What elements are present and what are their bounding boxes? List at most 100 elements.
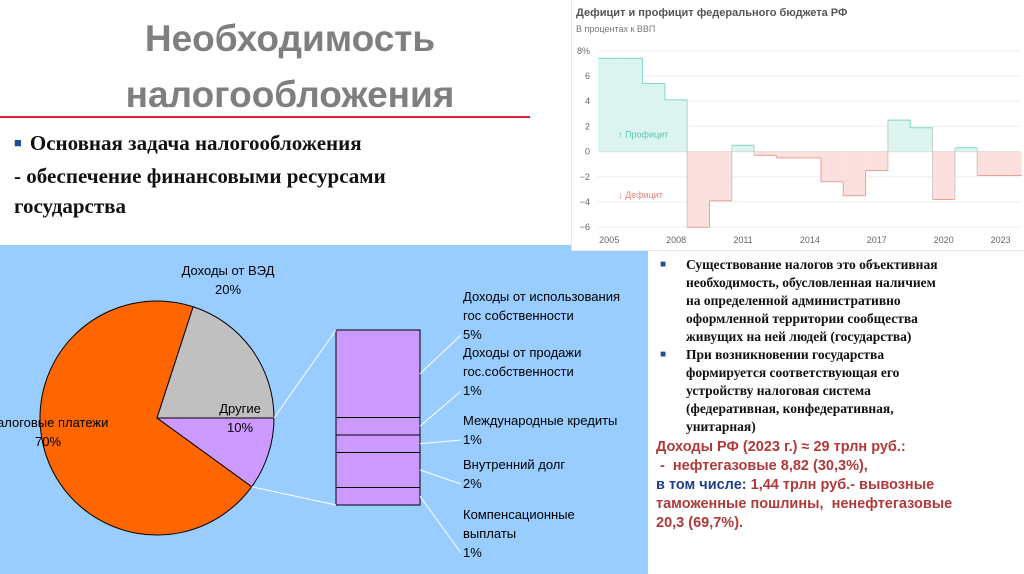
breakdown-label-4-1: выплаты — [463, 526, 516, 541]
breakdown-label-1-0: Доходы от продажи — [463, 345, 581, 360]
pie-label-2: Другие — [219, 401, 261, 416]
breakdown-leader-1 — [419, 390, 462, 427]
pie-value-2: 10% — [227, 420, 253, 435]
bullet-2-line-4: (федеративная, конфедеративная, — [686, 401, 894, 416]
breakdown-value-3: 2% — [463, 476, 482, 491]
revenue-line-3a: в том числе: — [656, 477, 751, 493]
breakdown-value-1: 1% — [463, 383, 482, 398]
budget-bar-2019 — [910, 127, 933, 152]
breakdown-leader-4 — [419, 496, 462, 554]
budget-bar-2017 — [865, 151, 888, 171]
y-tick-label-1: 6 — [585, 71, 590, 81]
connector-line-top — [273, 329, 337, 419]
breakdown-segment-1 — [335, 417, 421, 436]
y-tick-label-7: −6 — [580, 222, 590, 232]
bullet-2-line-5: унитарная) — [686, 419, 756, 434]
y-tick-label-3: 2 — [585, 121, 590, 131]
breakdown-value-2: 1% — [463, 432, 482, 447]
bullet-1-line-1: Существование налогов это объективная — [686, 257, 938, 272]
bullet-item-1: ■ Существование налогов это объективная … — [656, 256, 1016, 346]
revenue-structure-panel: Налоговые платежи 70% Доходы от ВЭД 20% Друг… — [0, 245, 648, 574]
breakdown-label-0-0: Доходы от использования — [463, 289, 620, 304]
breakdown-leader-3 — [419, 469, 462, 485]
budget-bar-2015 — [821, 151, 844, 182]
bullet-1-line-2: необходимость, обусловленная наличием — [686, 275, 936, 290]
bullet-1-line-4: оформленной территории сообщества — [686, 311, 918, 326]
main-task-text: ■ Основная задача налогообложения - обесп… — [14, 128, 554, 221]
task-line-1: Основная задача налогообложения — [29, 131, 362, 155]
y-tick-label-0: 8% — [577, 46, 590, 56]
x-tick-label-1: 2008 — [666, 235, 686, 245]
y-tick-label-6: −4 — [580, 197, 590, 207]
breakdown-label-3-0: Внутренний долг — [463, 457, 565, 472]
slide-title-line2: налогообложения — [125, 74, 455, 115]
budget-bar-2012 — [754, 151, 777, 156]
bullet-2-line-2: формируется соответствующая его — [686, 365, 900, 380]
y-tick-label-5: −2 — [580, 172, 590, 182]
y-tick-label-2: 4 — [585, 96, 590, 106]
budget-bar-2022 — [977, 151, 1000, 176]
budget-bar-2016 — [843, 151, 866, 196]
breakdown-leader-2 — [419, 439, 462, 445]
slide-title-line1: Необходимость — [144, 18, 436, 59]
revenue-line-1: Доходы РФ (2023 г.) ≈ 29 трлн руб.: — [656, 439, 906, 455]
breakdown-segment-0 — [335, 329, 421, 418]
task-line-2: - обеспечение финансовыми ресурсами — [14, 164, 386, 188]
budget-bar-2020 — [932, 151, 955, 200]
budget-balance-chart: Дефицит и профицит федерального бюджета … — [572, 0, 1024, 250]
budget-chart-subtitle: В процентах к ВВП — [576, 24, 655, 34]
budget-bar-2008 — [664, 99, 688, 152]
revenue-line-2: - нефтегазовые 8,82 (30,3%), — [656, 458, 868, 474]
bullet-2-line-1: При возникновении государства — [686, 347, 885, 362]
x-tick-label-6: 2023 — [991, 235, 1011, 245]
pie-value-1: 20% — [215, 282, 241, 297]
breakdown-segment-2 — [335, 434, 421, 453]
budget-balance-svg: Дефицит и профицит федерального бюджета … — [576, 7, 1022, 245]
bullet-square-icon: ■ — [660, 349, 667, 360]
x-tick-label-2: 2011 — [733, 235, 752, 245]
pie-value-0: 70% — [35, 434, 61, 449]
budget-bar-2010 — [709, 151, 732, 201]
x-tick-label-5: 2020 — [934, 235, 954, 245]
budget-bar-2006 — [620, 58, 643, 152]
x-tick-label-3: 2014 — [800, 235, 820, 245]
breakdown-value-4: 1% — [463, 545, 482, 560]
pie-label-0: Налоговые платежи — [0, 415, 108, 430]
revenue-line-5: 20,3 (69,7%). — [656, 515, 744, 531]
budget-bar-2018 — [887, 120, 911, 152]
budget-bar-2013 — [776, 151, 799, 158]
revenue-line-3: в том числе: 1,44 трлн руб.- вывозные — [656, 476, 1016, 495]
x-tick-label-0: 2005 — [599, 235, 619, 245]
pie-slice-2 — [155, 417, 275, 488]
breakdown-leader-0 — [419, 334, 462, 375]
breakdown-label-4-0: Компенсационные — [463, 507, 575, 522]
breakdown-label-0-1: гос собственности — [463, 308, 574, 323]
bullet-1-line-5: живущих на ней людей (государства) — [686, 329, 912, 344]
pie-label-1: Доходы от ВЭД — [182, 263, 275, 278]
bullet-2-line-3: устройству налоговая система — [686, 383, 871, 398]
revenue-line-4: таможенные пошлины, ненефтегазовые — [656, 496, 953, 512]
bullet-1-line-3: на определенной административно — [686, 293, 901, 308]
revenue-summary: Доходы РФ (2023 г.) ≈ 29 трлн руб.: - не… — [656, 438, 1016, 533]
bullet-square-icon: ■ — [660, 259, 667, 270]
title-underline — [0, 116, 530, 118]
budget-bar-2014 — [798, 151, 821, 158]
revenue-pie-chart: Налоговые платежи 70% Доходы от ВЭД 20% Друг… — [0, 263, 620, 560]
revenue-line-3b: 1,44 трлн руб.- вывозные — [750, 477, 935, 493]
budget-bar-2009 — [687, 151, 710, 228]
budget-bar-2007 — [642, 83, 665, 152]
budget-chart-title: Дефицит и профицит федерального бюджета … — [576, 7, 847, 19]
budget-bar-2005 — [598, 58, 621, 152]
budget-bar-2023 — [999, 151, 1022, 176]
breakdown-label-2-0: Международные кредиты — [463, 413, 617, 428]
budget-bar-2011 — [731, 145, 755, 152]
breakdown-label-1-1: гос.собственности — [463, 364, 574, 379]
bullet-square-icon: ■ — [14, 135, 22, 150]
pie-slice-0 — [39, 300, 253, 536]
breakdown-segment-4 — [335, 487, 421, 506]
annotation-deficit: ↓ Дефицит — [618, 190, 663, 200]
right-text-block: ■ Существование налогов это объективная … — [656, 256, 1016, 533]
budget-bar-2021 — [954, 147, 978, 152]
connector-line-bottom — [251, 486, 337, 506]
annotation-surplus: ↑ Профицит — [618, 130, 668, 140]
